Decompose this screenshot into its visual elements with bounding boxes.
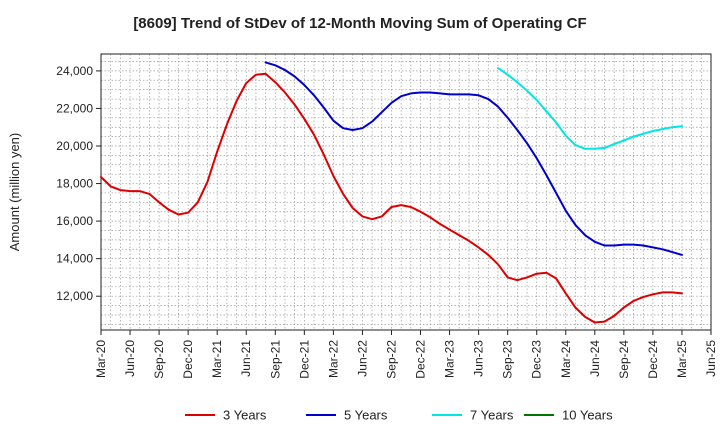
y-tick-label: 22,000 [56, 101, 93, 115]
x-axis: Mar-20 Jun-20 Sep-20 Dec-20 Mar-21 Jun-21 Sep-… [94, 330, 718, 379]
legend: 3 Years 5 Years 7 Years 10 Years [185, 408, 613, 423]
x-tick-label: Mar-25 [675, 340, 689, 378]
x-tick-label: Mar-24 [559, 340, 573, 378]
y-tick-label: 18,000 [56, 177, 93, 191]
x-tick-label: Dec-22 [414, 340, 428, 379]
x-tick-label: Sep-23 [501, 340, 515, 379]
legend-item: 3 Years [185, 408, 267, 423]
x-tick-label: Jun-21 [239, 340, 253, 377]
x-tick-label: Mar-20 [94, 340, 108, 378]
x-tick-label: Jun-24 [588, 340, 602, 377]
x-tick-label: Sep-20 [152, 340, 166, 379]
x-tick-label: Mar-21 [210, 340, 224, 378]
x-tick-label: Jun-23 [472, 340, 486, 377]
x-tick-label: Mar-22 [326, 340, 340, 378]
series-lines [100, 61, 683, 324]
x-tick-label: Dec-23 [530, 340, 544, 379]
series-line-3-years [100, 72, 683, 324]
x-tick-label: Dec-20 [181, 340, 195, 379]
legend-item: 5 Years [306, 408, 388, 423]
x-tick-label: Jun-25 [704, 340, 718, 377]
x-tick-label: Jun-22 [355, 340, 369, 377]
grid-lines [101, 54, 711, 330]
y-axis-label: Amount (million yen) [7, 133, 22, 252]
legend-label: 5 Years [344, 408, 388, 423]
chart-title: [8609] Trend of StDev of 12-Month Moving… [133, 15, 586, 32]
legend-item: 10 Years [524, 408, 613, 423]
y-tick-label: 14,000 [56, 252, 93, 266]
x-tick-label: Sep-21 [268, 340, 282, 379]
x-tick-label: Sep-24 [617, 340, 631, 379]
series-line-5-years [264, 61, 683, 256]
x-tick-label: Jun-20 [123, 340, 137, 377]
y-tick-label: 24,000 [56, 64, 93, 78]
series-line-7-years [497, 67, 683, 150]
legend-label: 10 Years [562, 408, 613, 423]
y-tick-label: 16,000 [56, 214, 93, 228]
legend-label: 3 Years [223, 408, 267, 423]
y-tick-label: 20,000 [56, 139, 93, 153]
x-tick-label: Dec-24 [646, 340, 660, 379]
y-axis: 12,000 14,000 16,000 18,000 20,000 22,000 24,0… [56, 64, 101, 303]
legend-item: 7 Years [432, 408, 514, 423]
x-tick-label: Dec-21 [297, 340, 311, 379]
x-tick-label: Sep-22 [384, 340, 398, 379]
legend-label: 7 Years [470, 408, 514, 423]
y-tick-label: 12,000 [56, 289, 93, 303]
x-tick-label: Mar-23 [443, 340, 457, 378]
plot-area [100, 53, 712, 331]
